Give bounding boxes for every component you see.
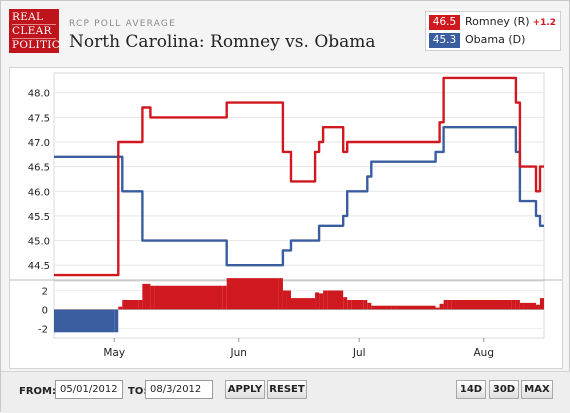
range-max-button[interactable]: MAX (521, 380, 553, 399)
y-tick-label: 46.5 (28, 163, 50, 174)
y-tick-label: 48.0 (28, 89, 50, 100)
x-tick-label: Jun (230, 347, 247, 359)
spread-bar-romney (371, 305, 392, 310)
apply-button[interactable]: APPLY (225, 380, 265, 399)
spread-bar-romney (367, 302, 372, 310)
chart-title: North Carolina: Romney vs. Obama (69, 32, 376, 52)
obama-series-line (54, 126, 544, 267)
spread-bar-romney (150, 285, 155, 310)
legend-value-romney: 46.5 (429, 15, 460, 30)
spread-bar-romney (319, 293, 324, 310)
spread-bar-romney (447, 300, 452, 310)
spread-bar-romney (351, 300, 364, 310)
spread-bar-obama (54, 309, 115, 333)
spread-bar-romney (535, 304, 540, 310)
legend-change-romney: +1.2 (532, 18, 557, 28)
controls-bar: FROM: TO: APPLY RESET 14D 30D MAX (1, 371, 570, 413)
y-tick-label: 46.0 (28, 187, 50, 198)
reset-button[interactable]: RESET (267, 380, 307, 399)
spread-bar-romney (142, 283, 151, 310)
legend-label-obama: Obama (D) (465, 33, 526, 46)
spread-bar-romney (286, 290, 291, 310)
spread-tick-label: 0 (42, 306, 48, 317)
spread-bar-romney (222, 285, 227, 310)
spread-bar-romney (282, 290, 287, 310)
legend-item-romney: 46.5 Romney (R) +1.2 (429, 15, 556, 31)
y-tick-label: 45.5 (28, 212, 50, 223)
spread-tick-label: 2 (42, 287, 48, 298)
plot-area (53, 72, 545, 281)
spread-bar-romney (523, 302, 536, 310)
spread-bar-romney (138, 300, 143, 310)
spread-bar-romney (290, 298, 295, 310)
to-date-input[interactable] (145, 380, 213, 399)
spread-bar-romney (327, 290, 344, 310)
spread-bar-romney (323, 290, 328, 310)
poll-chart[interactable]: 44.5 45.0 45.5 46.0 46.5 47.0 47.5 48.0 2 0 -2 May J… (10, 68, 562, 368)
spread-bar-romney (435, 307, 440, 310)
x-tick-label: Jul (352, 347, 366, 359)
range-14d-button[interactable]: 14D (456, 380, 486, 399)
spread-tick-label: -2 (38, 325, 48, 336)
from-date-input[interactable] (55, 380, 123, 399)
y-tick-label: 45.0 (28, 237, 50, 248)
spread-bar-romney (118, 306, 123, 310)
spread-bar-romney (122, 300, 139, 310)
spread-bar-romney (226, 278, 279, 310)
range-30d-button[interactable]: 30D (489, 380, 519, 399)
romney-series-line (54, 76, 544, 277)
chart-subtitle: RCP POLL AVERAGE (69, 19, 176, 29)
spread-bar-romney (539, 298, 544, 310)
x-tick-label: Aug (473, 347, 494, 359)
y-tick-label: 44.5 (28, 261, 50, 272)
spread-bar-romney (347, 300, 352, 310)
spread-bar-romney (439, 303, 444, 310)
logo-line: CLEAR (12, 25, 56, 39)
spread-bar-romney (395, 305, 436, 310)
to-label: TO: (128, 386, 148, 397)
spread-bar-romney (363, 300, 368, 310)
from-label: FROM: (19, 386, 56, 397)
spread-bar-romney (519, 302, 524, 310)
legend-label-romney: Romney (R) (465, 15, 530, 28)
logo-line: POLITICS (12, 39, 68, 51)
rcp-logo: REAL CLEAR POLITICS (9, 9, 68, 53)
spread-bar-romney (294, 298, 316, 310)
spread-bar-romney (515, 300, 520, 310)
legend-item-obama: 45.3 Obama (D) (429, 33, 525, 49)
spread-bar-romney (315, 292, 320, 310)
spread-bar-romney (154, 285, 223, 310)
y-tick-label: 47.5 (28, 113, 50, 124)
spread-bar-romney (343, 297, 348, 310)
x-tick-label: May (103, 347, 125, 359)
spread-bar-romney (511, 300, 516, 310)
legend: 46.5 Romney (R) +1.2 45.3 Obama (D) (425, 11, 561, 51)
spread-bar-romney (443, 300, 448, 310)
spread-bar-romney (278, 278, 283, 310)
spread-bar-romney (451, 300, 512, 310)
chart-area: 44.5 45.0 45.5 46.0 46.5 47.0 47.5 48.0 2 0 -2 May J… (9, 67, 563, 369)
spread-bar-romney (391, 305, 396, 310)
logo-line: REAL (12, 11, 56, 25)
spread-bar-obama (114, 309, 119, 333)
legend-value-obama: 45.3 (429, 33, 460, 48)
y-tick-label: 47.0 (28, 138, 50, 149)
